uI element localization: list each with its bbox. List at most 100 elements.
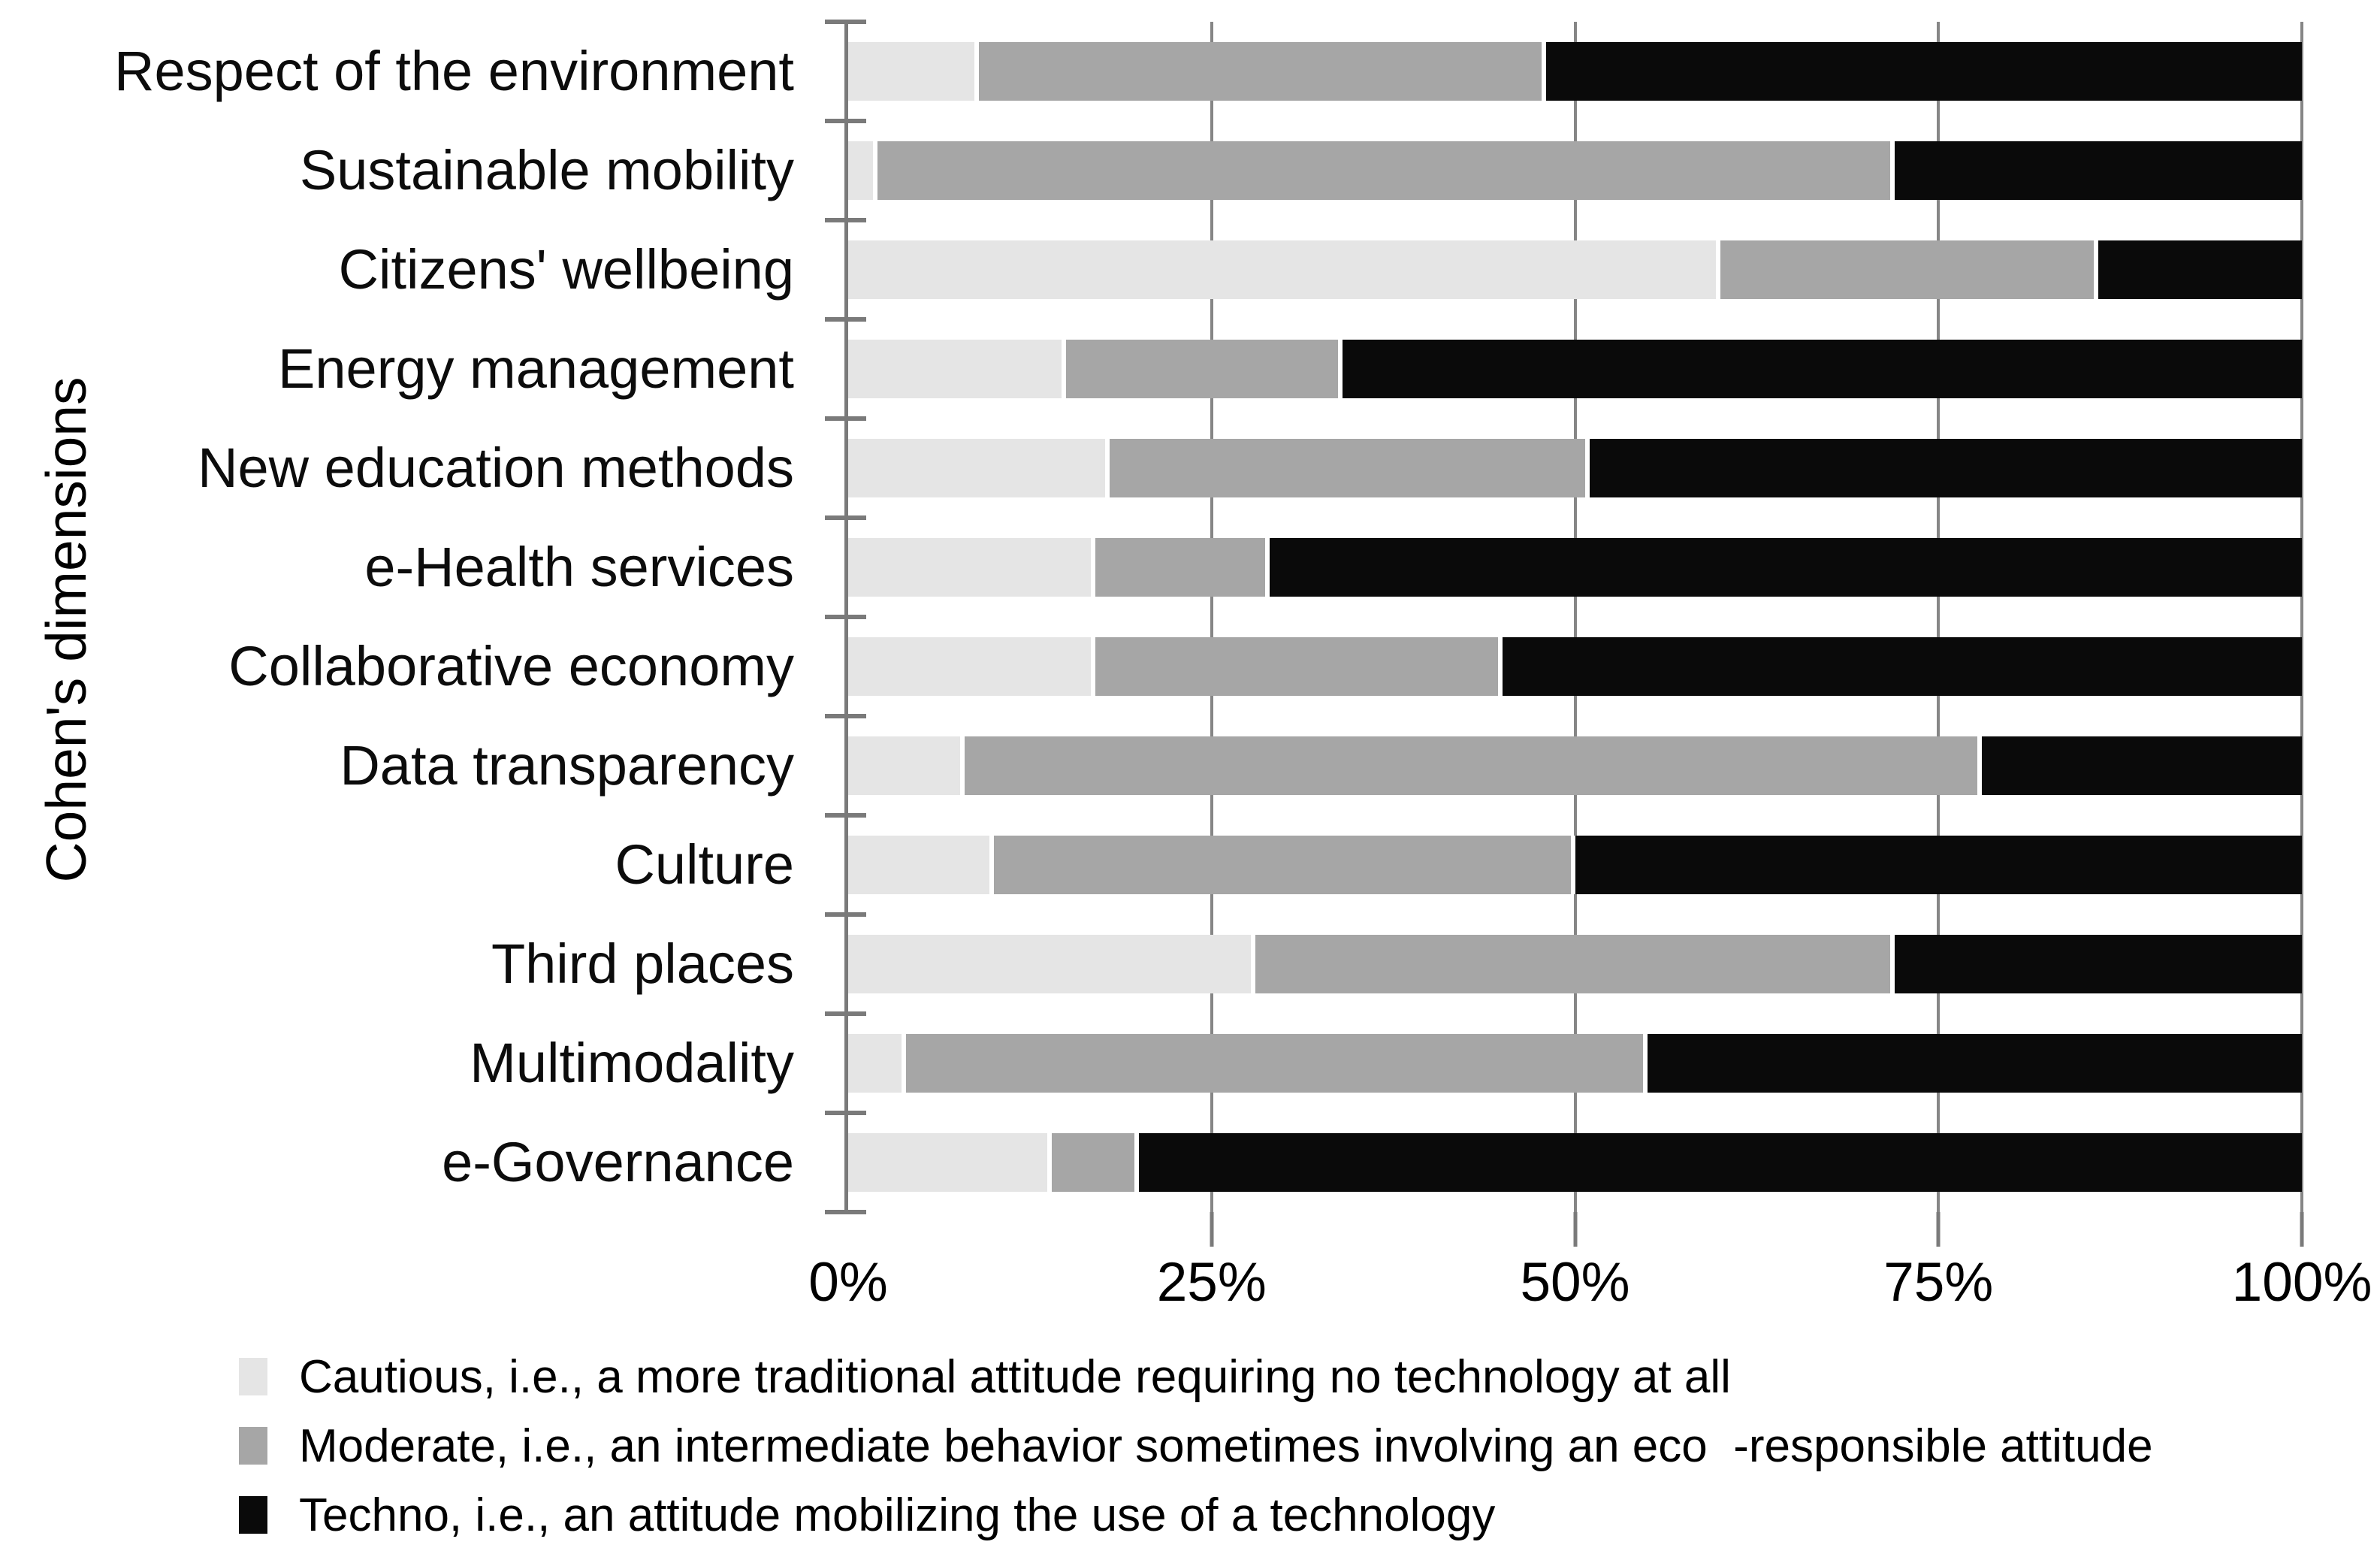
legend-item-moderate: Moderate, i.e., an intermediate behavior…: [239, 1411, 2153, 1480]
bar-segment-cautious: [848, 439, 1110, 497]
stacked-bar: [848, 439, 2302, 497]
plot-area: 0% 25% 50% 75% 100%: [808, 20, 2372, 1313]
bar-segment-techno: [1502, 637, 2302, 696]
bar-segment-cautious: [848, 836, 994, 894]
bar-segment-moderate: [1720, 240, 2099, 299]
bar-segment-moderate: [877, 141, 1895, 200]
bar-segment-cautious: [848, 1133, 1052, 1192]
bar-row: [848, 915, 2302, 1014]
bar-segment-techno: [1982, 736, 2302, 795]
x-tick-label-0: 0%: [808, 1252, 888, 1313]
bar-segment-cautious: [848, 935, 1255, 993]
x-axis-tick-75: [1936, 1212, 1941, 1247]
y-axis-tick: [825, 1111, 866, 1115]
stacked-bar: [848, 836, 2302, 894]
gridline-50: [1573, 22, 1577, 1212]
stacked-bar: [848, 240, 2302, 299]
legend-swatch-moderate: [239, 1427, 267, 1465]
bar-segment-moderate: [993, 836, 1575, 894]
bar-segment-moderate: [1110, 439, 1590, 497]
y-axis-tick: [825, 912, 866, 917]
y-axis-tick: [825, 1011, 866, 1016]
bar-segment-techno: [1895, 935, 2302, 993]
x-axis-tick-50: [1573, 1212, 1577, 1247]
bar-segment-techno: [1648, 1034, 2302, 1093]
stacked-bar: [848, 538, 2302, 597]
bar-segment-techno: [1270, 538, 2302, 597]
gridline-75: [1937, 22, 1941, 1212]
category-label: Respect of the environment: [114, 40, 794, 102]
bar-segment-techno: [1342, 340, 2302, 398]
category-label: New education methods: [198, 437, 794, 499]
y-axis-tick: [825, 615, 866, 619]
bar-segment-moderate: [1255, 935, 1895, 993]
bar-segment-cautious: [848, 141, 877, 200]
bar-row: [848, 22, 2302, 121]
bar-segment-cautious: [848, 736, 965, 795]
gridline-100: [2300, 22, 2303, 1212]
bar-segment-moderate: [906, 1034, 1648, 1093]
y-axis-tick: [825, 218, 866, 222]
bar-row: [848, 617, 2302, 716]
bar-segment-moderate: [1051, 1133, 1139, 1192]
stacked-bar: [848, 1034, 2302, 1093]
bar-segment-cautious: [848, 637, 1095, 696]
x-axis-tick-100: [2300, 1212, 2304, 1247]
bar-segment-techno: [1895, 141, 2302, 200]
bar-segment-techno: [1545, 42, 2302, 101]
y-axis-tick: [825, 416, 866, 421]
bar-row: [848, 815, 2302, 915]
bar-row: [848, 1113, 2302, 1212]
y-axis-tick: [825, 714, 866, 718]
bar-segment-techno: [1589, 439, 2302, 497]
legend-item-cautious: Cautious, i.e., a more traditional attit…: [239, 1342, 2153, 1411]
y-axis-tick: [825, 317, 866, 322]
y-axis-tick: [825, 20, 866, 24]
bar-segment-techno: [2098, 240, 2302, 299]
bar-row: [848, 1014, 2302, 1113]
bar-segment-cautious: [848, 240, 1720, 299]
stacked-bar: [848, 935, 2302, 993]
x-tick-label-75: 75%: [1883, 1252, 1994, 1313]
legend-swatch-techno: [239, 1496, 267, 1534]
category-label: Energy management: [278, 337, 794, 400]
bar-row: [848, 319, 2302, 419]
legend-label: Techno, i.e., an attitude mobilizing the…: [299, 1489, 1496, 1541]
stacked-bar: [848, 637, 2302, 696]
legend-swatch-cautious: [239, 1358, 267, 1395]
category-axis-labels: Respect of the environment Sustainable mo…: [0, 22, 794, 1212]
x-tick-label-100: 100%: [2231, 1252, 2372, 1313]
bar-segment-cautious: [848, 340, 1067, 398]
legend: Cautious, i.e., a more traditional attit…: [239, 1342, 2153, 1549]
category-label: Third places: [491, 933, 794, 995]
bar-segment-moderate: [1095, 637, 1503, 696]
bar-row: [848, 220, 2302, 319]
bar-segment-moderate: [1095, 538, 1270, 597]
stacked-bar: [848, 141, 2302, 200]
bar-segment-techno: [1575, 836, 2302, 894]
bar-row: [848, 518, 2302, 617]
y-axis-tick: [825, 119, 866, 123]
legend-label: Cautious, i.e., a more traditional attit…: [299, 1350, 1731, 1403]
gridline-25: [1210, 22, 1213, 1212]
y-axis-tick: [825, 813, 866, 818]
category-label: Multimodality: [470, 1032, 794, 1094]
bar-row: [848, 121, 2302, 220]
legend-item-techno: Techno, i.e., an attitude mobilizing the…: [239, 1480, 2153, 1549]
category-label: Citizens' wellbeing: [338, 238, 794, 301]
x-axis-tick-25: [1210, 1212, 1214, 1247]
x-tick-label-25: 25%: [1156, 1252, 1267, 1313]
bar-row: [848, 716, 2302, 815]
y-axis-tick: [825, 515, 866, 520]
bar-row: [848, 419, 2302, 518]
bar-segment-cautious: [848, 42, 980, 101]
bar-segment-moderate: [979, 42, 1546, 101]
bar-segment-cautious: [848, 1034, 907, 1093]
y-axis-tick: [825, 1210, 866, 1214]
category-label: e-Governance: [442, 1131, 794, 1193]
category-label: Culture: [615, 833, 794, 896]
bar-segment-cautious: [848, 538, 1095, 597]
category-label: Data transparency: [340, 734, 794, 797]
legend-label: Moderate, i.e., an intermediate behavior…: [299, 1419, 2153, 1472]
